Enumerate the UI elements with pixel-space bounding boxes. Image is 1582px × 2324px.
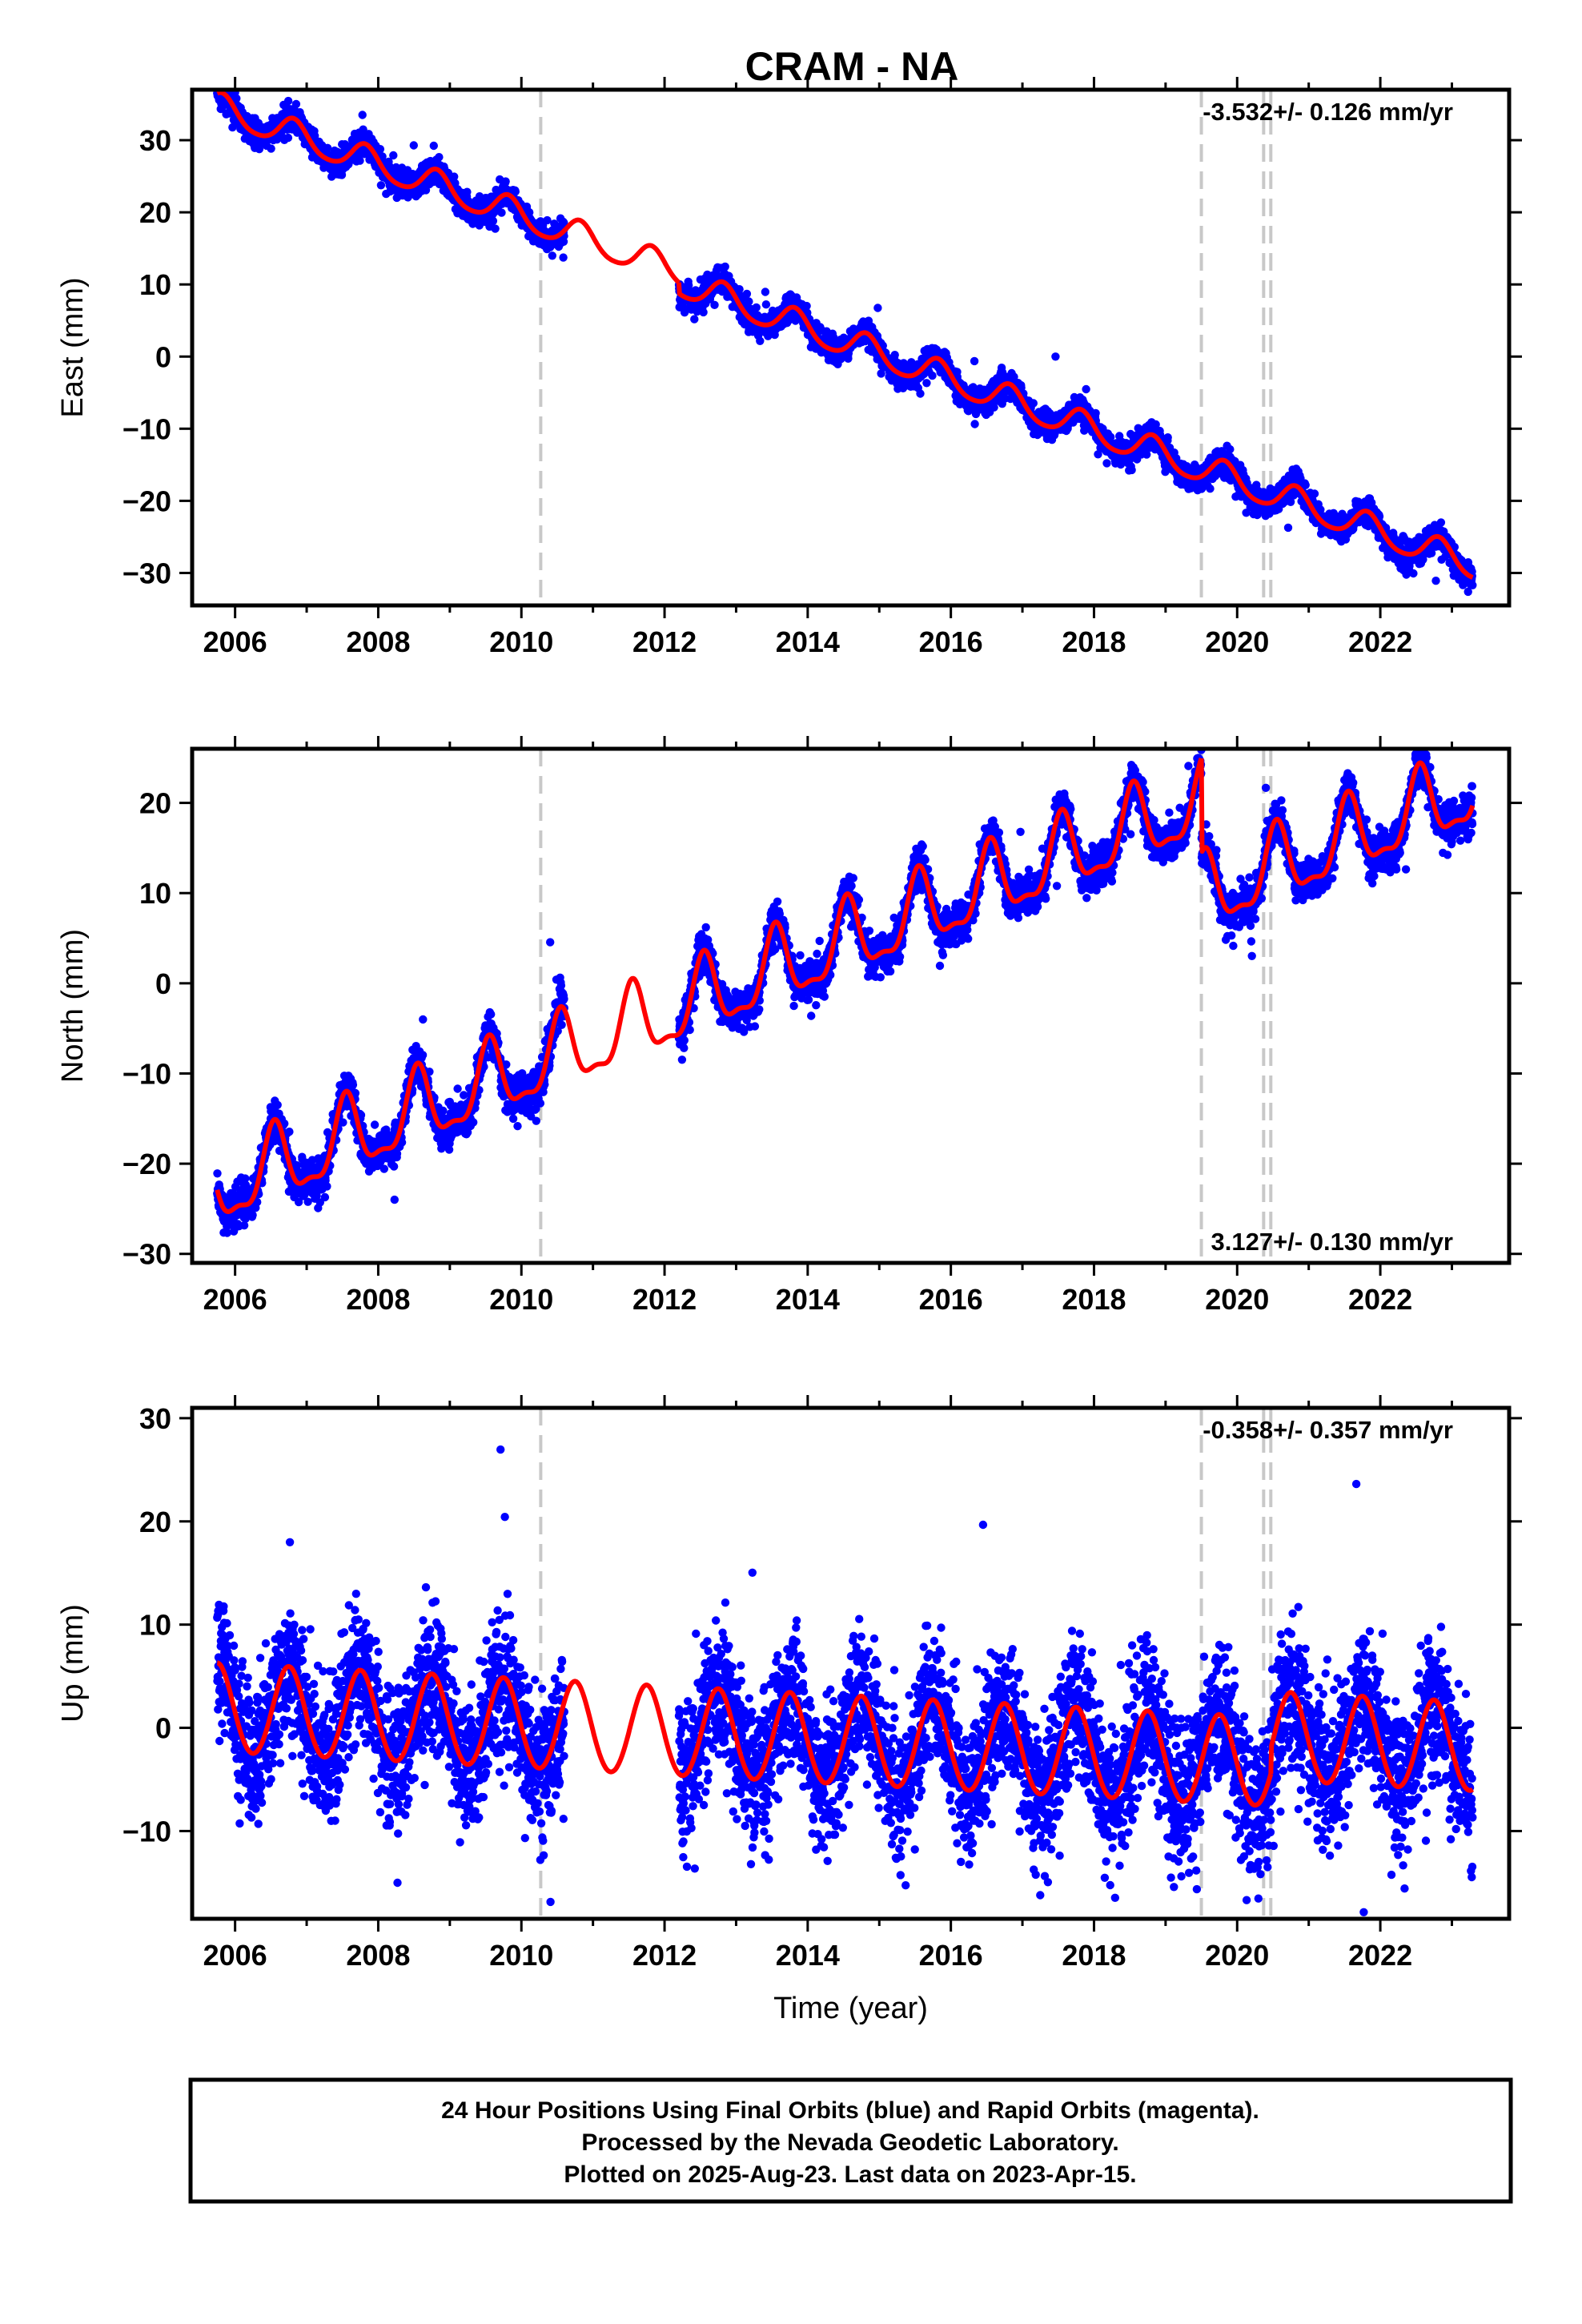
chart-title: CRAM - NA (745, 44, 959, 89)
data-point (742, 289, 752, 299)
data-point (488, 216, 498, 226)
panels-group: 2006 2008 2010 2012 2014 2016 2018 2020 2022−30−… (56, 77, 1522, 2025)
data-point (928, 371, 937, 380)
data-point (491, 224, 500, 233)
data-point (1029, 399, 1038, 408)
data-point (548, 251, 556, 260)
data-point (721, 262, 729, 271)
data-point (501, 177, 510, 186)
data-point (1082, 384, 1090, 394)
data-point (376, 181, 386, 190)
data-point (873, 304, 882, 312)
data-point (218, 78, 226, 86)
data-point (1283, 523, 1293, 533)
data-point (429, 141, 438, 151)
data-point (559, 253, 568, 262)
data-point (267, 144, 275, 153)
data-point (690, 315, 699, 324)
data-point (699, 308, 708, 317)
data-point (255, 145, 264, 154)
data-point (916, 389, 925, 398)
data-point (745, 297, 753, 306)
data-point (497, 208, 506, 217)
data-point (710, 300, 719, 309)
data-point (1310, 489, 1319, 498)
panel-east: 2006 2008 2010 2012 2014 2016 2018 2020 2022−30−… (56, 77, 1522, 658)
data-point (283, 96, 293, 106)
data-point (756, 336, 765, 345)
data-point (435, 153, 444, 162)
data-point (1051, 352, 1060, 361)
plot-area (213, 78, 1477, 605)
data-point (421, 186, 431, 195)
data-point (922, 379, 931, 388)
data-point (311, 131, 319, 140)
data-point (409, 141, 418, 150)
data-point (232, 94, 241, 103)
data-point (355, 156, 364, 165)
data-point (1091, 408, 1100, 418)
data-point (389, 151, 398, 160)
data-point (752, 303, 761, 312)
data-point (970, 356, 979, 366)
data-point (358, 111, 367, 119)
data-point (463, 187, 472, 196)
data-point (450, 172, 459, 181)
data-point (291, 99, 301, 109)
data-point (323, 143, 332, 152)
data-point (1127, 465, 1136, 475)
data-point (1163, 433, 1172, 442)
data-point (735, 285, 744, 294)
data-point (970, 420, 979, 428)
data-point (1226, 444, 1235, 454)
data-point (761, 287, 770, 296)
data-point (761, 300, 771, 309)
data-point (890, 351, 899, 360)
data-point (1102, 459, 1111, 468)
data-point (375, 145, 385, 154)
data-points-east (213, 78, 1477, 597)
data-point (283, 133, 293, 143)
data-point (1206, 485, 1215, 493)
data-point (1301, 480, 1310, 489)
